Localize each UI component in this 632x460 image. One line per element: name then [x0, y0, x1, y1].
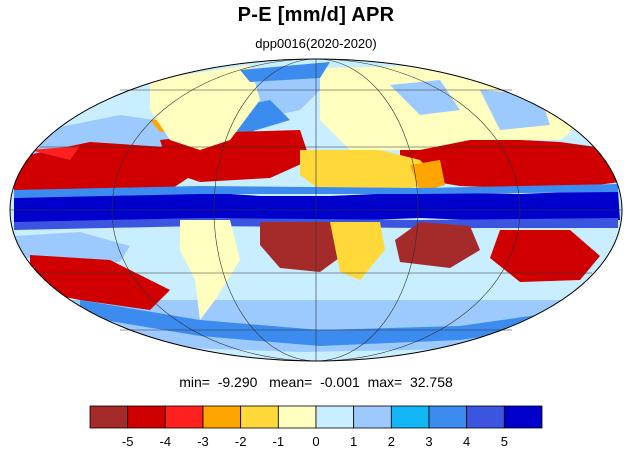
colorbar-swatch: [127, 405, 166, 429]
colorbar-tick-label: 0: [312, 434, 319, 449]
colorbar-tick-label: -3: [197, 434, 209, 449]
map-border: [9, 58, 623, 362]
colorbar: -5 -4 -3 -2 -1 0 1 2 3 4 5: [89, 405, 543, 449]
eurasia-wet: [390, 80, 460, 115]
world-map: [9, 58, 623, 362]
colorbar-swatch: [353, 405, 392, 429]
south-pacific-dry: [14, 232, 130, 262]
colorbar-tick-label: 3: [425, 434, 432, 449]
arctic-wet: [240, 62, 330, 82]
colorbar-tick-label: 5: [501, 434, 508, 449]
colorbar-tick-label: -5: [122, 434, 134, 449]
colorbar-swatch: [390, 405, 430, 429]
min-label: min=: [179, 374, 210, 390]
eurasia: [320, 65, 600, 150]
colorbar-tick-label: 2: [388, 434, 395, 449]
colorbar-tick-label: -4: [160, 434, 172, 449]
sahara-region: [300, 150, 440, 190]
south-atlantic-dry: [260, 222, 350, 272]
colorbar-tick-label: 1: [350, 434, 357, 449]
min-value: -9.290: [217, 374, 258, 390]
colorbar-swatch: [164, 405, 204, 429]
max-label: max=: [367, 374, 403, 390]
mean-label: mean=: [269, 374, 313, 390]
indian-ocean-dry: [395, 222, 480, 268]
south-wet-band: [80, 300, 600, 346]
colorbar-tick-label: -2: [235, 434, 247, 449]
north-america: [150, 65, 260, 150]
north-pacific-dry-3: [30, 146, 80, 160]
south-america: [180, 220, 240, 320]
colorbar-tick-label: -1: [273, 434, 285, 449]
colorbar-swatch: [202, 405, 242, 429]
plot-subtitle: dpp0016(2020-2020): [255, 36, 377, 51]
colorbar-swatch: [240, 405, 279, 429]
max-value: 32.758: [409, 374, 453, 390]
colorbar-swatch: [89, 405, 129, 429]
colorbar-tick-label: 4: [463, 434, 470, 449]
arabia: [410, 160, 445, 192]
africa-south: [330, 222, 385, 280]
colorbar-swatch: [466, 405, 505, 429]
statistics-line: min= -9.290 mean= -0.001 max= 32.758: [0, 374, 632, 390]
colorbar-swatch: [503, 405, 543, 429]
australia-dry: [490, 230, 600, 282]
itcz-band: [14, 190, 620, 224]
colorbar-swatch: [315, 405, 355, 429]
colorbar-swatch: [277, 405, 317, 429]
mean-value: -0.001: [320, 374, 360, 390]
colorbar-swatch: [428, 405, 468, 429]
plot-title: P-E [mm/d] APR: [237, 4, 395, 26]
